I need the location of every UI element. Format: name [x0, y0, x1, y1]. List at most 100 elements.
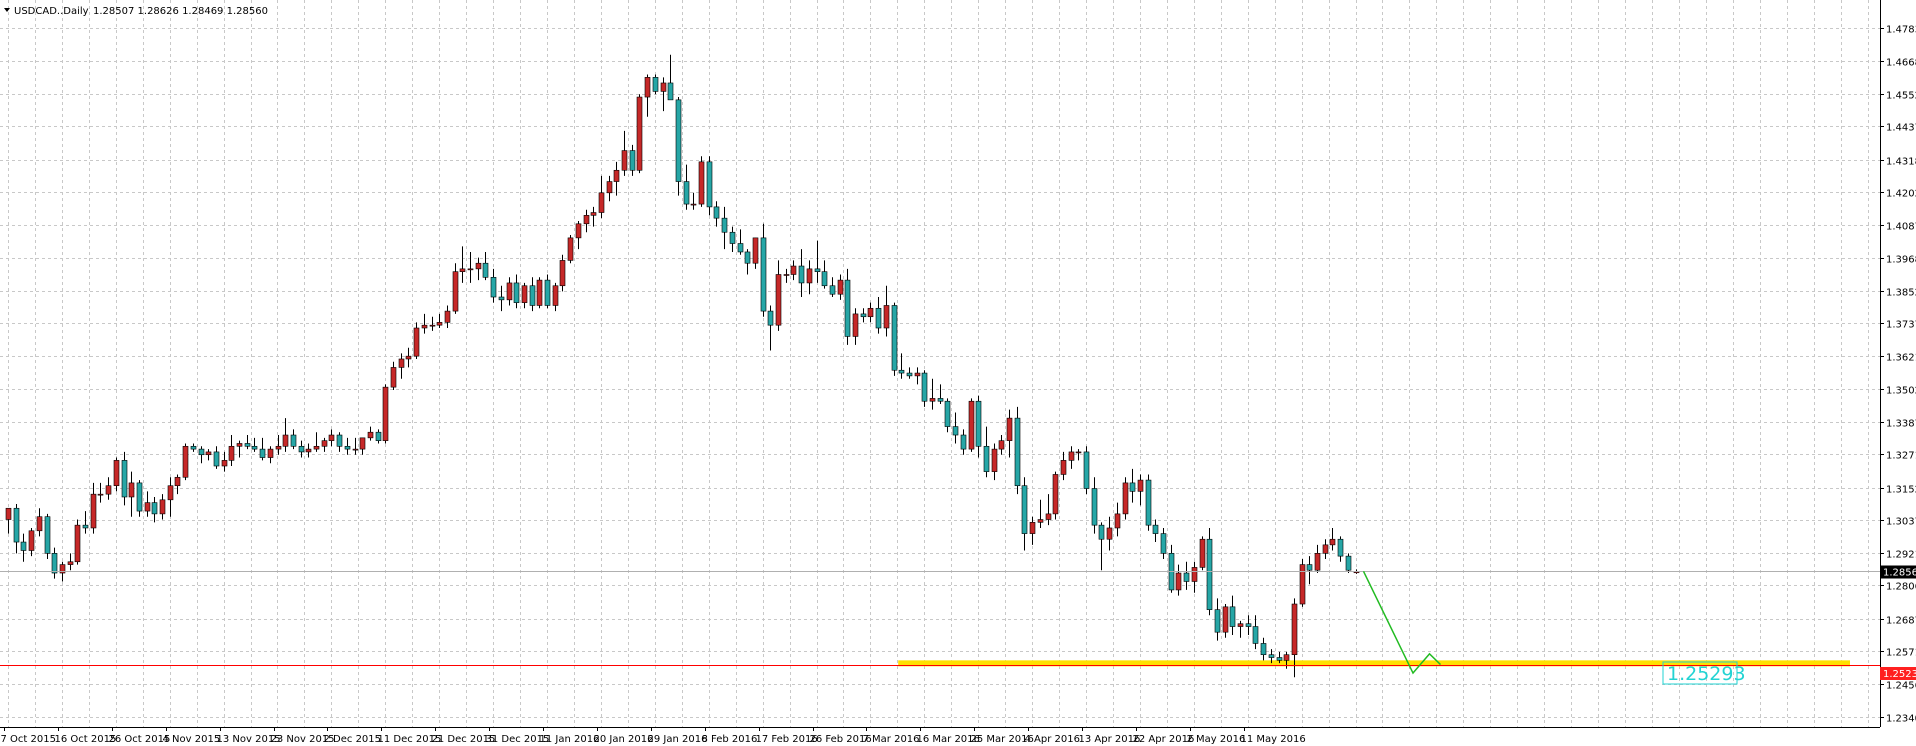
- candle: [921, 370, 928, 407]
- price-tick-label: 1.45525: [1886, 91, 1916, 102]
- candle: [1260, 637, 1267, 661]
- candle-body: [136, 482, 143, 512]
- candle: [667, 54, 674, 101]
- candle-body: [1314, 553, 1321, 571]
- candle: [960, 429, 967, 455]
- candle: [1245, 615, 1252, 635]
- candle-body: [421, 324, 428, 329]
- candle: [452, 263, 459, 314]
- candle: [82, 511, 89, 534]
- candle-body: [690, 203, 697, 206]
- time-tick-label: 4 Nov 2015: [163, 734, 221, 745]
- candle: [706, 156, 713, 216]
- candle-body: [482, 262, 489, 278]
- candle-body: [290, 434, 297, 447]
- candle: [251, 437, 258, 452]
- candle: [198, 446, 205, 464]
- candle: [382, 384, 389, 444]
- candle: [675, 97, 682, 196]
- candle-body: [744, 251, 751, 264]
- candle-body: [660, 82, 667, 92]
- candle-body: [906, 372, 913, 377]
- candle-body: [244, 443, 251, 447]
- candle: [721, 206, 728, 250]
- candle: [244, 435, 251, 450]
- candle: [898, 353, 905, 379]
- candle-body: [1322, 544, 1329, 554]
- candle-body: [1260, 643, 1267, 656]
- candle-body: [837, 279, 844, 295]
- candle: [590, 206, 597, 227]
- price-tick-label: 1.30370: [1886, 517, 1916, 528]
- candle: [20, 533, 27, 562]
- candle: [1329, 527, 1336, 551]
- candle: [336, 432, 343, 452]
- menu-triangle-icon[interactable]: [4, 8, 10, 12]
- candle: [1068, 446, 1075, 469]
- time-tick-label: 4 Apr 2016: [1025, 734, 1080, 745]
- candle: [1175, 564, 1182, 596]
- candle: [906, 367, 913, 379]
- candle-body: [937, 398, 944, 402]
- candle-body: [121, 460, 128, 498]
- candle: [1137, 474, 1144, 506]
- candle: [698, 156, 705, 207]
- time-tick-label: 17 Feb 2016: [756, 734, 818, 745]
- candle: [97, 482, 104, 503]
- candle: [860, 308, 867, 323]
- candle: [1060, 451, 1067, 481]
- candle: [1306, 556, 1313, 585]
- current-price-tag: 1.28560: [1883, 568, 1916, 579]
- candle-body: [968, 400, 975, 450]
- time-tick-label: 16 Mar 2016: [917, 734, 980, 745]
- price-tags: 1.28560 1.25237 1.25293: [1662, 565, 1916, 685]
- candle-body: [706, 161, 713, 208]
- candle-body: [97, 493, 104, 496]
- candle-body: [174, 476, 181, 487]
- candle-body: [1122, 482, 1129, 515]
- candle-body: [28, 530, 35, 551]
- candle-body: [236, 443, 243, 447]
- price-axis[interactable]: 1.47835 1.46680 1.45525 1.44370 1.43180 1.420…: [1880, 0, 1916, 727]
- candle: [413, 322, 420, 359]
- candle: [1229, 595, 1236, 635]
- candle-body: [405, 355, 412, 360]
- candle: [267, 446, 274, 464]
- candle-body: [13, 507, 20, 543]
- candle: [167, 477, 174, 517]
- candle-body: [721, 217, 728, 233]
- time-tick-label: 11 Dec 2015: [378, 734, 442, 745]
- candle: [128, 471, 135, 517]
- candle: [174, 474, 181, 495]
- candle-body: [683, 181, 690, 205]
- candle: [321, 437, 328, 452]
- candle: [259, 437, 266, 461]
- candle-body: [1299, 564, 1306, 605]
- candle: [151, 496, 158, 523]
- candle-body: [844, 279, 851, 337]
- candle: [359, 437, 366, 455]
- candle: [1145, 474, 1152, 531]
- candle-body: [113, 460, 120, 487]
- candle-body: [498, 296, 505, 301]
- support-zone-band: [898, 660, 1850, 667]
- candle-body: [783, 274, 790, 276]
- candle-body: [1329, 538, 1336, 546]
- candle-body: [529, 285, 536, 306]
- candle-body: [51, 553, 58, 574]
- candle: [991, 443, 998, 481]
- candle-body: [798, 265, 805, 284]
- candle: [1052, 471, 1059, 520]
- candle: [421, 313, 428, 334]
- candle: [429, 316, 436, 331]
- candle-body: [1052, 474, 1059, 515]
- candle: [852, 308, 859, 345]
- price-tick-label: 1.32715: [1886, 451, 1916, 462]
- candle: [544, 274, 551, 309]
- candle-body: [59, 564, 66, 574]
- candle-body: [1075, 451, 1082, 454]
- candle: [44, 513, 51, 559]
